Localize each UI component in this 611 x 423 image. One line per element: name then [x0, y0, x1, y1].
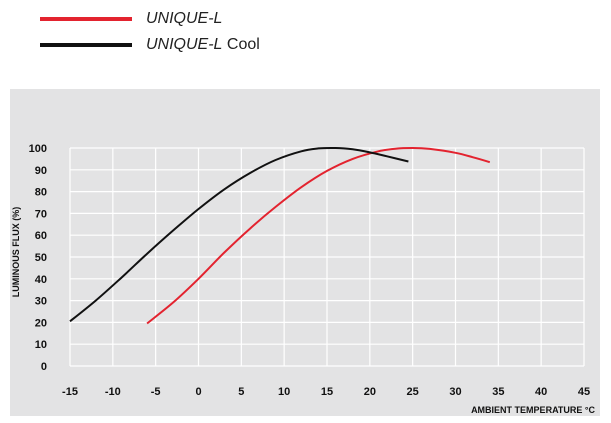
x-tick-label: 10 [278, 386, 290, 398]
x-tick-label: 5 [238, 386, 244, 398]
legend-swatch-red [40, 17, 132, 21]
legend-label: UNIQUE-L [146, 10, 223, 27]
legend-item-unique-l: UNIQUE-L [40, 6, 260, 32]
series-line-unique-l-cool [69, 146, 409, 323]
y-tick-label: 90 [35, 165, 47, 177]
y-tick-label: 60 [35, 230, 47, 242]
y-tick-label: 10 [35, 339, 47, 351]
x-axis-title: AMBIENT TEMPERATURE °C [471, 405, 595, 415]
x-tick-label: 20 [364, 386, 376, 398]
series-line-unique-l [146, 146, 491, 325]
y-axis-title: LUMINOUS FLUX (%) [11, 207, 21, 298]
legend-swatch-black [40, 43, 132, 47]
legend-label: UNIQUE-L Cool [146, 36, 260, 53]
y-tick-label: 80 [35, 187, 47, 199]
luminous-flux-chart: -15 -10 -5 0 5 10 15 20 25 30 35 40 45 0 10 20 30 40 50 60 7… [11, 143, 595, 415]
x-tick-label: 0 [195, 386, 201, 398]
y-tick-label: 30 [35, 296, 47, 308]
x-tick-label: 40 [535, 386, 547, 398]
x-tick-label: 35 [492, 386, 504, 398]
legend-item-unique-l-cool: UNIQUE-L Cool [40, 32, 260, 58]
y-tick-label: 40 [35, 274, 47, 286]
chart-legend: UNIQUE-L UNIQUE-L Cool [40, 6, 260, 58]
y-tick-label: 0 [41, 361, 47, 373]
y-tick-label: 20 [35, 317, 47, 329]
x-tick-label: 15 [321, 386, 333, 398]
x-tick-label: 25 [407, 386, 419, 398]
plot-panel: -15 -10 -5 0 5 10 15 20 25 30 35 40 45 0 10 20 30 40 50 60 7… [10, 89, 600, 416]
y-tick-label: 100 [29, 143, 47, 155]
x-tick-label: -5 [151, 386, 161, 398]
x-tick-label: -15 [62, 386, 78, 398]
y-tick-label: 70 [35, 208, 47, 220]
y-tick-label: 50 [35, 252, 47, 264]
x-tick-label: 30 [449, 386, 461, 398]
x-tick-label: -10 [105, 386, 121, 398]
x-tick-label: 45 [578, 386, 590, 398]
